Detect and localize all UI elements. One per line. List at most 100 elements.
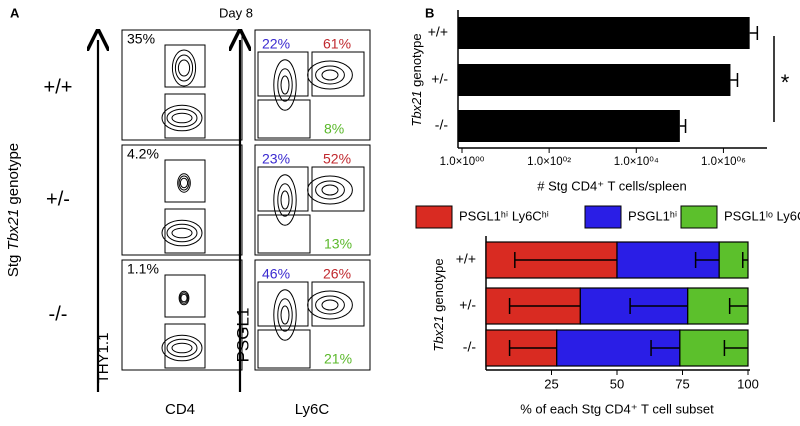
label-part: Tbx21 xyxy=(431,315,446,351)
contour xyxy=(315,65,345,85)
label-part: genotype xyxy=(431,258,446,315)
panel-label: B xyxy=(425,5,434,20)
contour xyxy=(321,184,339,196)
contour xyxy=(161,219,203,247)
y-tick-label: +/+ xyxy=(456,251,476,267)
contour xyxy=(307,60,353,90)
row-label: +/+ xyxy=(44,76,73,98)
flow-plots: 35% 22% 61% 8% 4.2% 23% 52% 13% 1.1% 46% 26% 21% xyxy=(121,29,371,371)
x-axis-label: # Stg CD4⁺ T cells/spleen xyxy=(537,178,686,193)
contour xyxy=(166,338,198,358)
x-axis-label: % of each Stg CD4⁺ T cell subset xyxy=(520,401,714,416)
contour xyxy=(161,104,203,132)
gate xyxy=(311,281,365,327)
axis-label: CD4 xyxy=(165,401,195,418)
y-tick-label: +/- xyxy=(431,71,448,87)
contour xyxy=(179,292,189,304)
label-part: genotype xyxy=(5,143,22,209)
gate xyxy=(164,44,206,88)
plot-frame xyxy=(254,259,371,371)
x-tick-label: 75 xyxy=(675,376,689,391)
percent: 26% xyxy=(323,266,351,282)
row-label: -/- xyxy=(49,303,68,325)
y-tick-label: -/- xyxy=(463,339,477,355)
panel-a: A Day 8 Stg Tbx21 genotype +/+ +/- -/- T… xyxy=(5,5,371,418)
gate xyxy=(257,51,309,97)
label-part: Tbx21 xyxy=(409,90,424,126)
percent: 23% xyxy=(262,151,290,167)
plot-frame xyxy=(121,259,243,371)
contour xyxy=(177,173,191,193)
y-tick-label: +/+ xyxy=(428,24,448,40)
axis-label: PSGL1 xyxy=(233,308,252,363)
label-part: Stg xyxy=(5,250,22,277)
bar xyxy=(458,110,680,142)
annotation: * xyxy=(781,70,790,95)
contour xyxy=(315,295,345,315)
gate xyxy=(311,51,365,97)
contour xyxy=(171,342,193,354)
contour xyxy=(321,69,339,81)
gate xyxy=(164,208,206,254)
contour xyxy=(174,54,194,82)
label-part: genotype xyxy=(409,33,424,90)
percent: 21% xyxy=(324,351,352,367)
contour xyxy=(171,49,197,87)
percent: 46% xyxy=(262,266,290,282)
y-tick-label: -/- xyxy=(435,117,449,133)
x-tick-label: 1.0×10⁰⁴ xyxy=(614,156,659,168)
x-tick-label: 50 xyxy=(610,376,624,391)
plot-frame xyxy=(254,144,371,256)
contour xyxy=(179,177,189,189)
percent: 35% xyxy=(127,31,155,47)
percent: 8% xyxy=(324,121,344,137)
legend-swatch xyxy=(680,205,718,229)
contour xyxy=(280,190,290,210)
contour xyxy=(307,290,353,320)
gate xyxy=(311,166,365,212)
contour xyxy=(273,174,297,226)
percent: 22% xyxy=(262,36,290,52)
contour xyxy=(321,299,339,311)
contour xyxy=(273,59,297,111)
x-tick-label: 25 xyxy=(544,376,558,391)
gate xyxy=(257,281,309,327)
percent: 61% xyxy=(323,36,351,52)
legend-swatch xyxy=(584,205,622,229)
panel-label: A xyxy=(10,5,20,20)
contour xyxy=(315,180,345,200)
axis-label: Ly6C xyxy=(295,401,330,418)
contour xyxy=(273,289,297,341)
contour xyxy=(277,68,293,102)
legend-label: PSGL1ʰⁱ Ly6Cʰⁱ xyxy=(459,208,549,223)
y-axis-label: Tbx21 genotype xyxy=(431,258,446,351)
row-label: +/- xyxy=(46,188,70,210)
bar xyxy=(458,17,750,49)
contour xyxy=(178,290,190,306)
gate xyxy=(257,166,309,212)
panel-b: 1.0×10⁰⁰ 1.0×10⁰² 1.0×10⁰⁴ 1.0×10⁰⁶ +/+ +/- -/… xyxy=(409,10,800,416)
contour xyxy=(171,112,193,124)
y-tick-label: +/- xyxy=(459,297,476,313)
plot-frame xyxy=(121,29,243,141)
gate xyxy=(257,214,311,254)
contour xyxy=(161,334,203,362)
bar xyxy=(458,64,731,96)
contour xyxy=(180,293,188,303)
gate xyxy=(164,323,206,369)
legend-label: PSGL1ˡᵒ Ly6Cˡᵒ xyxy=(724,208,800,223)
gate xyxy=(164,159,206,203)
y-axis-label: Stg Tbx21 genotype xyxy=(5,143,22,277)
contour xyxy=(277,183,293,217)
axis-label: THY1.1 xyxy=(95,333,112,384)
contour xyxy=(307,175,353,205)
percent: 52% xyxy=(323,151,351,167)
legend-swatch xyxy=(415,205,453,229)
contour xyxy=(277,298,293,332)
contour xyxy=(280,75,290,95)
plot-frame xyxy=(121,144,243,256)
contour xyxy=(177,59,191,77)
gate xyxy=(257,329,311,369)
gate xyxy=(257,99,311,139)
